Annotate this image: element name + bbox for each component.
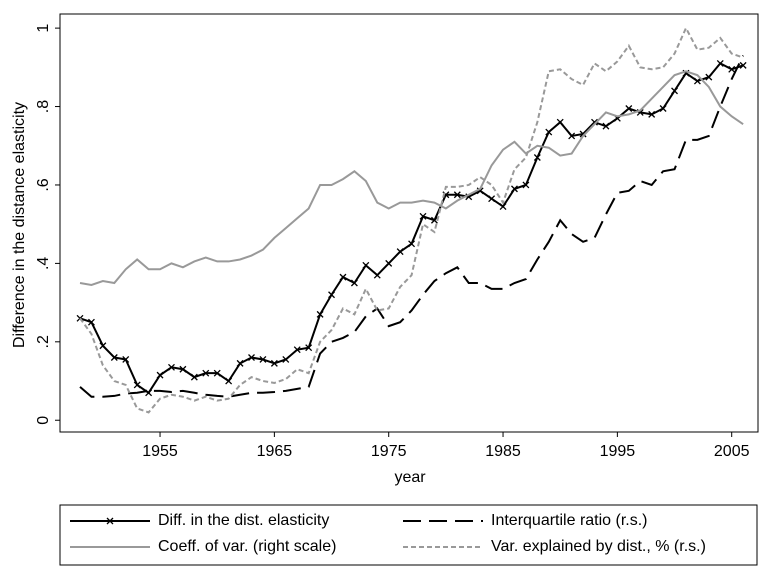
legend-marker (106, 517, 114, 525)
marker (225, 377, 233, 385)
marker (716, 59, 724, 67)
marker (362, 261, 370, 269)
marker (202, 369, 210, 377)
series-line (79, 55, 745, 398)
marker (659, 105, 667, 112)
x-tick-label: 1985 (485, 443, 521, 460)
marker (305, 344, 313, 352)
marker (87, 318, 95, 326)
marker (350, 279, 358, 287)
marker (453, 191, 461, 199)
legend-box (59, 504, 758, 566)
marker (533, 154, 541, 161)
legend-label: Interquartile ratio (r.s.) (491, 512, 648, 529)
y-axis-label: Difference in the distance elasticity (11, 102, 28, 348)
series-line (79, 62, 744, 395)
marker (270, 359, 278, 367)
plot-frame (59, 13, 759, 433)
marker (213, 369, 221, 377)
y-tick-label: .8 (35, 100, 52, 113)
x-tick-label: 1955 (142, 443, 178, 460)
marker (728, 65, 736, 73)
marker (156, 371, 164, 379)
y-tick-label: 1 (35, 24, 52, 33)
marker (248, 354, 255, 361)
marker (556, 118, 564, 126)
x-tick-label: 1965 (257, 443, 293, 460)
marker (522, 181, 530, 189)
marker (602, 122, 610, 130)
marker (190, 373, 198, 381)
y-tick-label: 0 (35, 416, 52, 425)
series-line (79, 25, 744, 414)
x-axis-label: year (394, 469, 426, 486)
marker (499, 203, 507, 210)
x-tick-label: 1975 (371, 443, 407, 460)
marker (282, 355, 290, 363)
marker (122, 355, 130, 363)
marker (568, 132, 576, 140)
marker (179, 365, 187, 373)
marker (671, 87, 678, 95)
marker (511, 185, 518, 193)
marker (396, 248, 404, 256)
marker (99, 342, 107, 350)
y-tick-label: .2 (35, 335, 52, 348)
legend-label: Diff. in the dist. elasticity (158, 512, 329, 529)
marker (339, 273, 347, 281)
marker (385, 259, 393, 267)
y-tick-label: .4 (35, 257, 52, 270)
marker (625, 105, 633, 112)
marker (419, 212, 427, 220)
x-tick-label: 2005 (714, 443, 750, 460)
marker (693, 77, 701, 85)
marker (236, 359, 244, 367)
marker (110, 354, 118, 361)
marker (408, 240, 416, 248)
y-tick-label: .6 (35, 178, 52, 191)
marker (739, 61, 747, 69)
legend-label: Var. explained by dist., % (r.s.) (491, 538, 706, 555)
marker (168, 363, 175, 371)
marker (545, 128, 553, 136)
marker (648, 110, 656, 118)
marker (145, 389, 153, 397)
marker (316, 310, 324, 318)
marker (488, 195, 496, 203)
marker (259, 355, 267, 363)
marker (579, 130, 587, 138)
legend-label: Coeff. of var. (right scale) (158, 538, 336, 555)
marker (430, 216, 438, 224)
x-tick-label: 1995 (600, 443, 636, 460)
marker (133, 381, 141, 389)
marker (591, 118, 598, 126)
marker (293, 346, 301, 354)
series-line (79, 70, 744, 286)
marker (705, 73, 713, 81)
marker (373, 271, 381, 279)
marker (328, 291, 335, 299)
